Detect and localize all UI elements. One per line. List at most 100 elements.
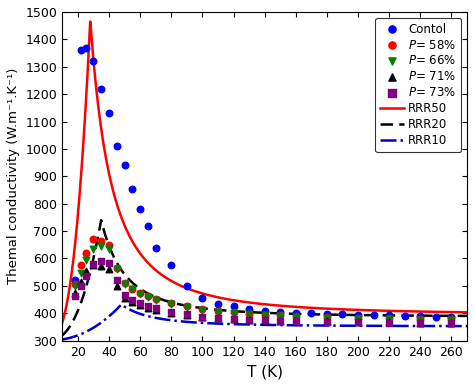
- $P$= 66%: [71, 283, 79, 290]
- $P$= 66%: [121, 281, 128, 287]
- RRR50: [59, 320, 65, 325]
- $P$= 58%: [245, 311, 253, 317]
- $P$= 58%: [113, 265, 120, 271]
- $P$= 66%: [77, 269, 85, 276]
- $P$= 73%: [121, 292, 128, 298]
- $P$= 71%: [167, 310, 175, 316]
- Contol: [152, 244, 159, 251]
- RRR10: [383, 323, 389, 328]
- $P$= 71%: [113, 283, 120, 289]
- $P$= 71%: [97, 263, 105, 269]
- Contol: [308, 310, 315, 317]
- RRR10: [464, 324, 470, 328]
- $P$= 71%: [323, 318, 331, 325]
- Contol: [128, 186, 136, 192]
- RRR20: [464, 313, 470, 318]
- $P$= 71%: [183, 312, 191, 318]
- $P$= 71%: [152, 307, 159, 313]
- $P$= 73%: [448, 320, 456, 326]
- Contol: [167, 262, 175, 268]
- Contol: [183, 283, 191, 289]
- $P$= 66%: [214, 308, 222, 315]
- $P$= 58%: [261, 312, 268, 318]
- RRR10: [118, 302, 124, 307]
- $P$= 73%: [183, 311, 191, 317]
- $P$= 71%: [354, 319, 362, 325]
- RRR10: [224, 322, 229, 326]
- RRR10: [238, 322, 244, 327]
- RRR20: [98, 218, 104, 223]
- $P$= 58%: [448, 316, 456, 322]
- $P$= 66%: [385, 316, 393, 322]
- Contol: [417, 313, 424, 319]
- $P$= 73%: [292, 318, 300, 324]
- $P$= 58%: [199, 306, 206, 312]
- Contol: [261, 307, 268, 313]
- $P$= 73%: [354, 319, 362, 325]
- $P$= 66%: [97, 243, 105, 249]
- $P$= 73%: [97, 258, 105, 264]
- $P$= 66%: [448, 317, 456, 323]
- $P$= 66%: [261, 312, 268, 318]
- $P$= 73%: [230, 316, 237, 322]
- Y-axis label: Themal conductivity (W.m⁻¹.K⁻¹): Themal conductivity (W.m⁻¹.K⁻¹): [7, 68, 20, 284]
- $P$= 58%: [82, 250, 90, 256]
- $P$= 71%: [105, 266, 113, 272]
- $P$= 66%: [113, 266, 120, 273]
- RRR50: [338, 307, 344, 312]
- $P$= 71%: [137, 302, 144, 308]
- Contol: [90, 58, 97, 64]
- RRR50: [238, 299, 244, 304]
- Contol: [77, 47, 85, 53]
- $P$= 66%: [105, 246, 113, 252]
- RRR50: [101, 144, 107, 149]
- Legend: Contol, $P$= 58%, $P$= 66%, $P$= 71%, $P$= 73%, RRR50, RRR20, RRR10: Contol, $P$= 58%, $P$= 66%, $P$= 71%, $P…: [375, 18, 461, 152]
- $P$= 66%: [292, 314, 300, 320]
- RRR20: [375, 313, 381, 318]
- Contol: [323, 311, 331, 317]
- $P$= 73%: [323, 319, 331, 325]
- RRR10: [101, 318, 107, 323]
- Contol: [276, 309, 284, 315]
- Contol: [448, 313, 456, 320]
- Contol: [144, 222, 152, 229]
- $P$= 73%: [385, 320, 393, 326]
- $P$= 71%: [199, 313, 206, 320]
- $P$= 58%: [276, 312, 284, 318]
- $P$= 58%: [417, 316, 424, 322]
- $P$= 58%: [77, 262, 85, 268]
- RRR20: [338, 313, 344, 317]
- RRR10: [59, 337, 65, 342]
- $P$= 66%: [82, 257, 90, 263]
- $P$= 73%: [113, 277, 120, 283]
- Contol: [137, 206, 144, 212]
- $P$= 66%: [276, 313, 284, 319]
- $P$= 58%: [97, 237, 105, 244]
- $P$= 73%: [137, 300, 144, 306]
- Contol: [230, 303, 237, 310]
- Contol: [113, 143, 120, 149]
- $P$= 66%: [137, 290, 144, 296]
- Line: RRR50: RRR50: [62, 22, 467, 323]
- $P$= 71%: [261, 317, 268, 323]
- $P$= 71%: [214, 315, 222, 321]
- Contol: [199, 295, 206, 301]
- $P$= 58%: [230, 309, 237, 315]
- $P$= 73%: [105, 259, 113, 266]
- $P$= 58%: [105, 242, 113, 248]
- $P$= 58%: [183, 303, 191, 310]
- $P$= 66%: [90, 246, 97, 252]
- $P$= 58%: [167, 300, 175, 306]
- RRR20: [383, 313, 389, 318]
- Contol: [385, 312, 393, 318]
- $P$= 58%: [121, 280, 128, 286]
- $P$= 71%: [385, 319, 393, 325]
- Contol: [370, 312, 377, 318]
- $P$= 73%: [199, 313, 206, 320]
- $P$= 73%: [167, 309, 175, 315]
- Contol: [82, 44, 90, 51]
- $P$= 71%: [128, 299, 136, 305]
- $P$= 71%: [144, 305, 152, 311]
- $P$= 73%: [90, 261, 97, 267]
- RRR20: [59, 333, 65, 338]
